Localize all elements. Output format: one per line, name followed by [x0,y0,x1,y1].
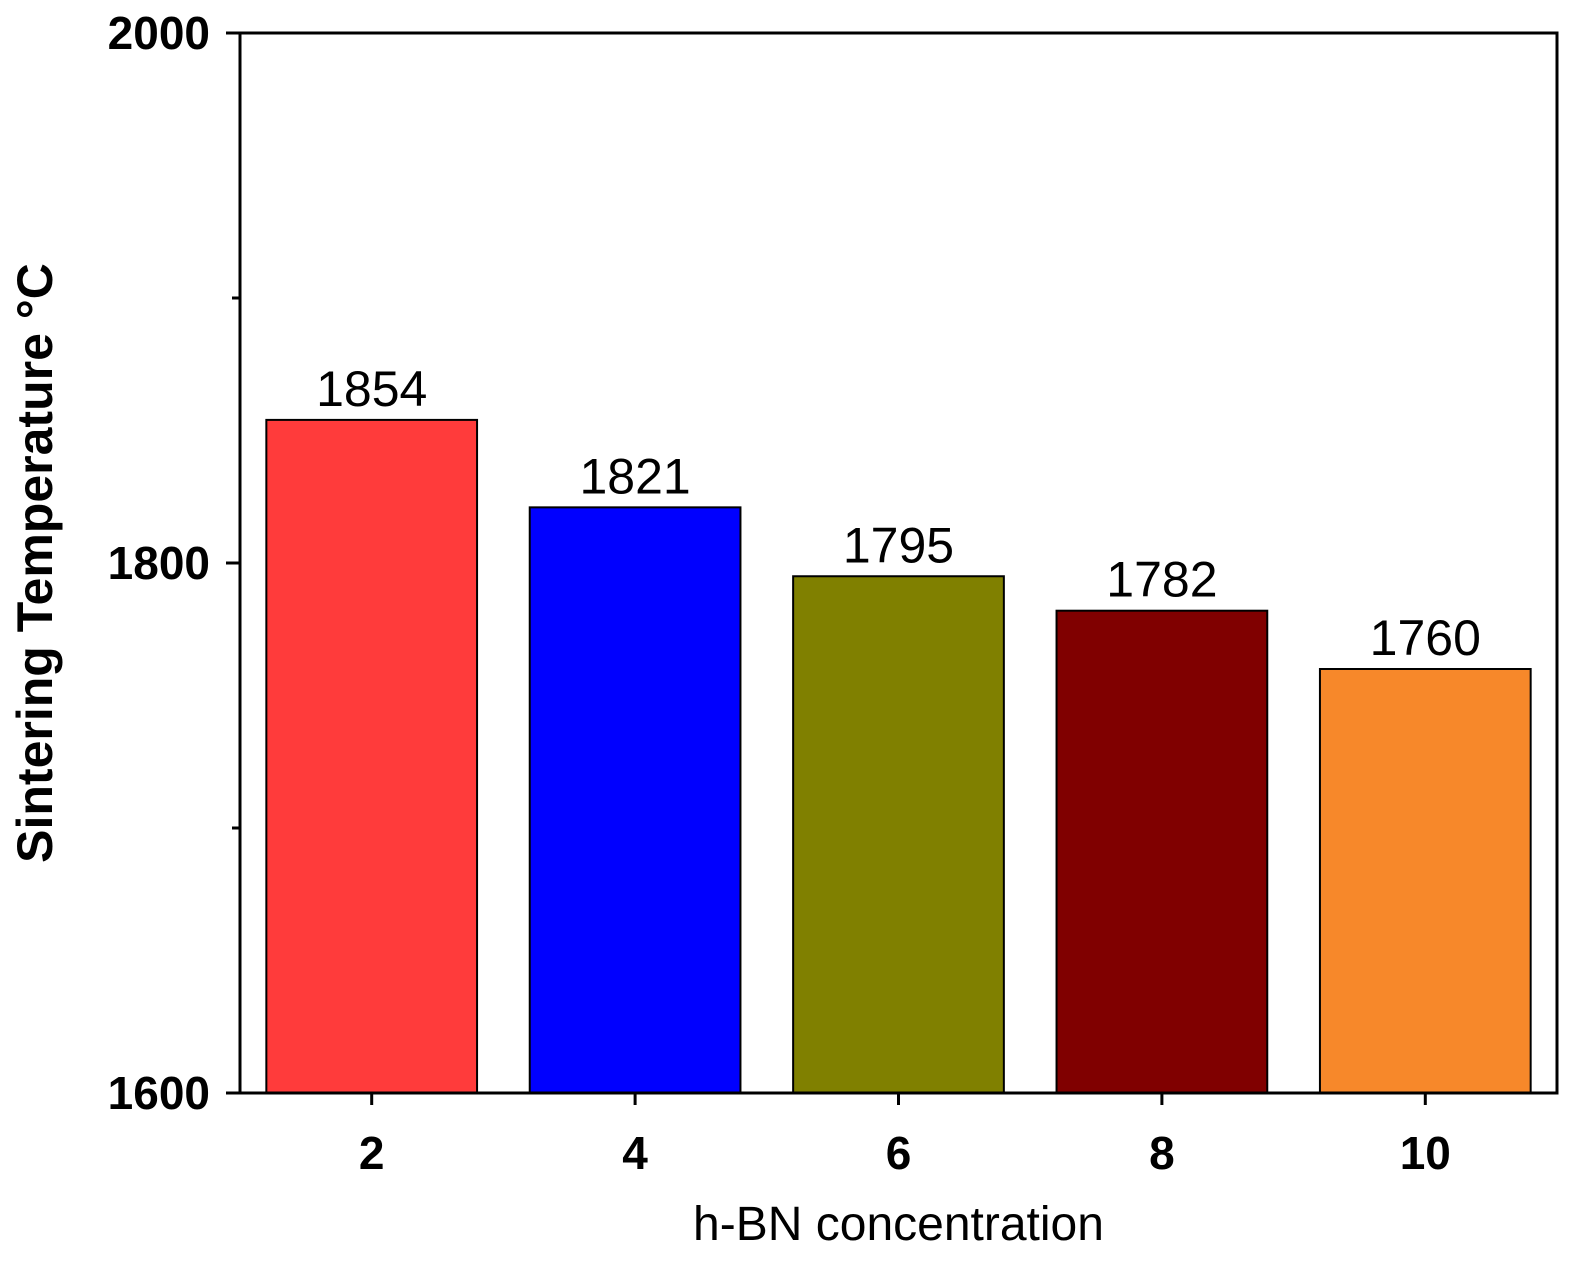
y-tick-label-1600: 1600 [108,1067,210,1119]
y-tick-label-1800: 1800 [108,537,210,589]
x-axis: 2 4 6 8 10 [359,1093,1451,1179]
data-labels-layer: 1854 1821 1795 1782 1760 [316,361,1481,666]
data-label-6: 1795 [843,517,954,573]
x-axis-label: h-BN concentration [693,1198,1104,1251]
bar-2 [265,418,479,1094]
data-label-8: 1782 [1106,552,1217,608]
data-label-10: 1760 [1370,610,1481,666]
bar-10 [1318,668,1532,1094]
bar-8 [1055,609,1269,1094]
data-label-2: 1854 [316,361,427,417]
x-tick-label-8: 8 [1149,1127,1175,1179]
y-tick-label-2000: 2000 [108,7,210,59]
data-label-4: 1821 [579,448,690,504]
x-tick-label-4: 4 [622,1127,648,1179]
y-axis-label: Sintering Temperature °C [7,263,63,863]
x-tick-label-10: 10 [1400,1127,1451,1179]
x-tick-label-2: 2 [359,1127,385,1179]
y-axis: 1600 1800 2000 [108,7,240,1119]
bars-layer [265,418,1532,1095]
bar-6 [792,575,1005,1094]
x-tick-label-6: 6 [886,1127,912,1179]
bar-4 [528,506,742,1095]
